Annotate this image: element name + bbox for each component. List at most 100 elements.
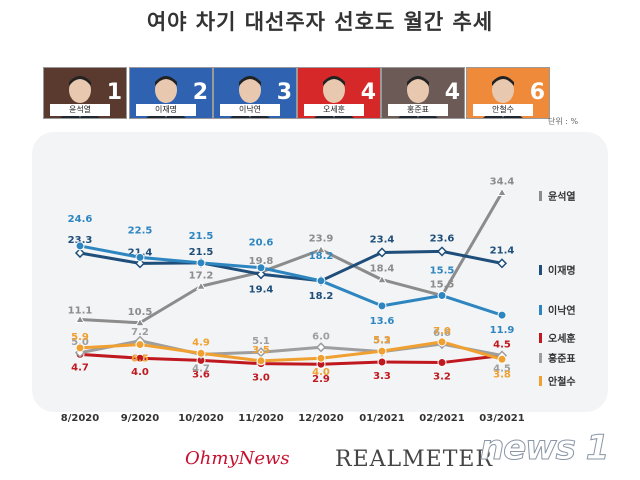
legend-label: 홍준표 [548, 352, 576, 365]
candidate-name: 홍준표 [388, 104, 448, 116]
data-point [75, 241, 85, 251]
legend-label: 이낙연 [548, 304, 576, 317]
data-label: 21.5 [189, 231, 214, 242]
data-point [437, 358, 447, 368]
legend-swatch [539, 191, 542, 201]
data-point [316, 276, 326, 286]
data-label: 4.7 [192, 363, 210, 374]
candidate-name: 이재명 [136, 104, 196, 116]
data-label: 4.9 [192, 337, 210, 348]
data-point [437, 291, 447, 301]
series-line [79, 191, 504, 325]
candidate-card: 4 홍준표 [381, 67, 465, 119]
legend-swatch [539, 305, 542, 315]
data-label: 21.4 [490, 245, 515, 256]
candidate-name: 오세훈 [304, 104, 364, 116]
data-point [315, 342, 327, 353]
data-label: 4.5 [493, 339, 511, 350]
data-label: 7.2 [131, 327, 149, 338]
data-point [436, 246, 448, 257]
data-label: 10.5 [128, 307, 153, 318]
x-tick-label: 9/2020 [121, 413, 159, 424]
data-label: 4.0 [312, 367, 330, 378]
data-point [135, 252, 145, 262]
data-label: 2.9 [312, 374, 330, 385]
candidate-name: 윤석열 [50, 104, 110, 116]
data-label: 18.2 [309, 291, 334, 302]
data-label: 3.8 [493, 369, 511, 380]
data-label: 23.3 [68, 235, 93, 246]
chart-title: 여야 차기 대선주자 선호도 월간 추세 [146, 10, 494, 34]
data-point [437, 337, 447, 347]
data-label: 24.6 [68, 214, 93, 225]
legend-label: 안철수 [548, 375, 576, 388]
legend-swatch [539, 376, 542, 386]
series-line [79, 249, 503, 283]
data-label: 23.4 [370, 234, 395, 245]
data-label: 23.6 [430, 233, 455, 244]
series-line [79, 352, 503, 366]
data-label: 3.2 [433, 372, 451, 383]
data-point [496, 258, 508, 269]
rank-number: 4 [360, 80, 376, 105]
legend-swatch [539, 265, 542, 275]
rank-number: 4 [444, 80, 460, 105]
data-label: 6.0 [312, 331, 330, 342]
data-point [256, 356, 266, 366]
data-label: 4.0 [131, 367, 149, 378]
data-label: 19.4 [249, 284, 274, 295]
x-tick-label: 02/2021 [419, 413, 464, 424]
data-point [255, 269, 267, 280]
news1-watermark: news 1 [479, 428, 609, 469]
legend-swatch [539, 333, 542, 343]
candidate-card: 4 오세훈 [297, 67, 381, 119]
data-point [377, 357, 387, 367]
x-tick-label: 03/2021 [479, 413, 524, 424]
data-point [255, 347, 267, 358]
series-line [79, 340, 503, 363]
data-label: 15.5 [430, 266, 455, 277]
data-point [74, 247, 86, 259]
data-label: 3.5 [252, 345, 270, 356]
candidate-card: 2 이재명 [129, 67, 213, 119]
data-label: 19.8 [249, 256, 274, 267]
data-point [196, 348, 206, 358]
rank-number: 2 [192, 80, 208, 105]
data-point [196, 258, 206, 268]
series-line [79, 244, 503, 317]
data-point [75, 343, 85, 353]
data-label: 21.4 [128, 247, 153, 258]
rank-number: 6 [529, 80, 545, 105]
x-tick-label: 8/2020 [61, 413, 99, 424]
data-label: 3.0 [252, 373, 270, 384]
data-label: 3.3 [373, 371, 391, 382]
x-tick-label: 10/2020 [178, 413, 223, 424]
data-label: 5.0 [71, 337, 89, 348]
rank-number: 1 [106, 80, 122, 105]
data-point [135, 317, 145, 327]
legend-label: 이재명 [548, 264, 576, 277]
data-label: 3.6 [192, 369, 210, 380]
data-label: 18.2 [309, 251, 334, 262]
data-point [497, 354, 507, 364]
candidate-name: 안철수 [473, 104, 533, 116]
data-label: 11.1 [68, 306, 93, 317]
data-label: 22.5 [128, 225, 153, 236]
ohmynews-logo: OhmyNews [185, 448, 290, 469]
data-point [377, 274, 387, 284]
legend-swatch [539, 353, 542, 363]
candidate-card: 3 이낙연 [213, 67, 297, 119]
data-point [196, 281, 206, 290]
data-point [75, 314, 85, 324]
candidate-card: 6 안철수 [466, 67, 550, 119]
data-point [377, 346, 387, 356]
data-point [497, 310, 507, 320]
realmeter-logo: REALMETER [335, 447, 494, 472]
x-tick-label: 12/2020 [298, 413, 343, 424]
data-point [316, 244, 326, 254]
x-tick-label: 01/2021 [359, 413, 404, 424]
data-label: 13.6 [370, 316, 395, 327]
data-label: 20.6 [249, 238, 274, 249]
data-point [135, 340, 145, 350]
